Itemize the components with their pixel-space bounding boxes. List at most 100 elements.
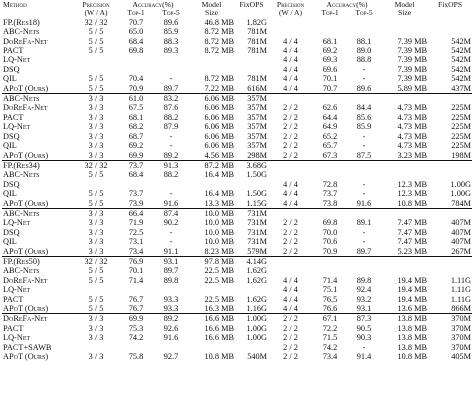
precision-cell: 3 / 3 [88,352,104,362]
size-cell: 97.8 MB [204,256,235,266]
precision2-cell: 4 / 4 [283,55,298,65]
method-cell: FP.(Res34) [3,160,40,170]
top1-2-cell [313,27,347,36]
method-cell: ABC-Nets [3,170,40,180]
top1-cell: 70.4 [128,74,144,84]
table-row: QIL 3 / 3 73.1 - 10.0 MB 731M 2 / 2 70.6 - 7.47 M… [2,237,472,246]
top1-2-cell: 72.2 [322,323,338,333]
top5-cell: 85.9 [163,27,179,37]
top1-cell: 73.1 [128,237,144,247]
fixops2-cell: 225M [451,112,472,122]
precision2-cell [268,170,313,179]
top1-2-cell: 70.7 [313,83,348,95]
size-header: Size [204,9,219,18]
top1-2-cell: 69.8 [322,218,338,228]
table-row: ABC-Nets 5 / 5 65.0 85.9 8.72 MB 781M [2,27,472,36]
precision-cell: 3 / 3 [88,141,104,151]
fixops-cell: 357M [247,141,268,151]
top5-2-cell: 93.1 [347,304,382,315]
precision2-cell: 2 / 2 [283,333,298,343]
method-cell: APoT (Ours) [2,83,74,95]
fixops2-cell: 437M [428,83,473,95]
top1-cell: 73.7 [128,189,144,199]
top5-2-cell: 88.8 [356,55,372,65]
table-row: PACT 3 / 3 75.3 92.6 16.6 MB 1.00G 2 / 2 72.2 90… [2,324,472,333]
size2-cell: 13.8 MB [397,323,428,333]
method-cell: LQ-Net [3,218,31,228]
fixops2-cell: 542M [451,55,472,65]
top1-2-cell: 64.9 [322,122,338,132]
fixops-header: FixOPS [239,1,264,9]
precision-cell: 5 / 5 [88,46,104,56]
fixops-cell: 781M [247,46,268,56]
top5-2-cell: - [362,64,366,74]
fixops-cell: 357M [247,103,268,113]
top1-2-cell: 76.6 [313,304,348,315]
precision2-cell: 2 / 2 [283,112,298,122]
wa2-header: (W / A) [278,9,303,18]
fixops-cell: 781M [247,74,268,84]
size2-header: Size [397,9,412,18]
precision2-cell [268,208,313,218]
fixops2-cell [428,256,472,266]
precision2-cell: 4 / 4 [283,74,298,84]
accuracy2-header: Accuracy(%) [326,1,368,10]
top1-cell [118,180,154,189]
fixops2-cell: 407M [451,237,472,247]
fixops-cell: 1.50G [246,170,268,180]
size-cell: 6.06 MB [204,131,235,141]
top5-2-cell: - [362,342,366,352]
top1-cell: 69.9 [128,314,144,324]
size-cell: 7.22 MB [188,83,236,95]
top5-2-cell: - [362,74,366,84]
size-cell: 6.06 MB [204,103,235,113]
precision-cell: 3 / 3 [88,237,104,247]
precision-cell [74,343,118,352]
size2-cell: 7.39 MB [397,74,428,84]
precision-cell [74,285,118,294]
fixops-cell: 781M [247,27,268,37]
size-cell: 8.72 MB [204,27,235,37]
table-row: FP.(Res18) 32 / 32 70.7 89.6 46.8 MB 1.82G [2,18,472,27]
size2-cell: 3.23 MB [381,150,429,161]
top5-2-cell [347,94,381,104]
top1-2-cell: 74.2 [322,342,338,352]
top1-cell: 76.7 [118,304,154,315]
fixops2-cell: 1.11G [450,285,472,295]
top1-2-cell: 69.2 [322,46,338,56]
method-header: Method [3,1,27,9]
fixops-cell: 357M [247,131,268,141]
top1-2-cell [313,266,347,275]
top5-cell: 91.1 [154,246,189,257]
accuracy-header: Accuracy(%) [132,1,174,10]
size2-cell [381,160,428,170]
size2-cell: 7.39 MB [397,55,428,65]
top1-2-cell: 64.4 [322,112,338,122]
precision-cell [74,65,118,74]
fixops2-cell: 225M [451,122,472,132]
size-cell [188,343,235,352]
top1-cell: 68.7 [128,131,144,141]
top1-2-cell [313,94,347,104]
fixops2-cell: 1.11G [450,275,472,285]
table-row: DSQ 3 / 3 72.5 - 10.0 MB 731M 2 / 2 70.0 - 7.47 M… [2,228,472,237]
size-cell: 16.4 MB [204,170,235,180]
top1-cell: 73.7 [128,160,144,170]
top1-header: Top-1 [127,9,145,18]
top5-2-cell: - [362,189,366,199]
top1-cell: 70.9 [118,83,154,95]
precision2-cell: 2 / 2 [283,352,298,362]
top5-2-header: Top-5 [355,9,373,18]
fixops-cell: 731M [247,208,268,218]
table-row: QIL 5 / 5 70.4 - 8.72 MB 781M 4 / 4 70.1 - 7.39 M… [2,74,472,83]
table-row: QIL 3 / 3 69.2 - 6.06 MB 357M 2 / 2 65.7 - 4.73 M… [2,141,472,150]
top5-2-cell [347,160,381,170]
top5-cell [154,343,188,352]
precision2-cell: 2 / 2 [283,342,298,352]
fixops-cell: 1.16G [235,304,269,315]
method-cell: QIL [3,189,17,199]
table-row: LQ-Net 4 / 4 75.1 92.4 19.4 MB 1.11G [2,285,472,294]
size-cell: 8.72 MB [204,74,235,84]
top5-2-cell [347,170,381,179]
top5-cell: 91.3 [163,160,179,170]
